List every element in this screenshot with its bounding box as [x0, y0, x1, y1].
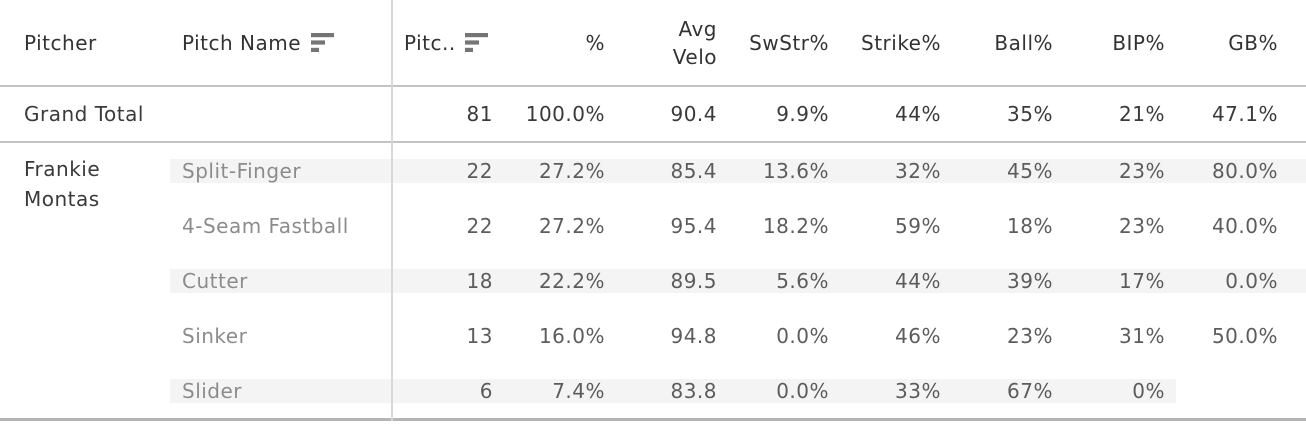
table-row-cutter: Cutter 18 22.2% 89.5 5.6% 44% 39% 17% 0.…	[0, 253, 1306, 308]
pct-cell[interactable]: 16.0%	[538, 323, 605, 348]
pct-cell[interactable]: 22.2%	[504, 268, 616, 293]
swstr-cell[interactable]: 0.0%	[728, 378, 840, 403]
pitcher-name-line1: Frankie	[24, 157, 101, 181]
ball-cell[interactable]: 45%	[952, 158, 1064, 183]
column-divider	[391, 0, 393, 421]
ball-cell[interactable]: 18%	[1007, 213, 1053, 238]
column-header-swstr[interactable]: SwStr%	[749, 30, 829, 55]
column-header-bip[interactable]: BIP%	[1112, 30, 1165, 55]
column-header-pct[interactable]: %	[585, 30, 605, 55]
pitch-name-cell[interactable]: Split-Finger	[170, 158, 392, 183]
grand-total-strike-cell[interactable]: 44%	[895, 102, 941, 126]
ball-cell[interactable]: 39%	[952, 268, 1064, 293]
pitch-name-cell[interactable]: Sinker	[182, 323, 248, 348]
pitcher-group-frankie-montas: Frankie Montas Split-Finger 22 27.2% 85.…	[0, 143, 1306, 421]
table-row-4-seam-fastball: 4-Seam Fastball 22 27.2% 95.4 18.2% 59% …	[0, 198, 1306, 253]
grand-total-pitches-cell[interactable]: 81	[466, 102, 493, 126]
pitches-cell[interactable]: 6	[392, 378, 504, 403]
column-header-avg-velo[interactable]: Avg Velo	[616, 15, 728, 71]
pitch-summary-table: Pitcher Pitch Name Pitc.. % Avg Velo SwS…	[0, 0, 1306, 421]
pitches-cell[interactable]: 22	[466, 213, 493, 238]
bip-cell[interactable]: 31%	[1119, 323, 1165, 348]
bip-cell[interactable]: 23%	[1064, 158, 1176, 183]
strike-cell[interactable]: 33%	[840, 378, 952, 403]
bip-cell[interactable]: 23%	[1119, 213, 1165, 238]
pitch-name-cell[interactable]: Cutter	[170, 268, 392, 293]
gb-cell[interactable]: 0.0%	[1176, 268, 1306, 293]
strike-cell[interactable]: 46%	[895, 323, 941, 348]
avg-velo-cell[interactable]: 85.4	[616, 158, 728, 183]
strike-cell[interactable]: 59%	[895, 213, 941, 238]
ball-cell[interactable]: 67%	[952, 378, 1064, 403]
avg-velo-cell[interactable]: 83.8	[616, 378, 728, 403]
header-row: Pitcher Pitch Name Pitc.. % Avg Velo SwS…	[0, 0, 1306, 87]
pitch-name-cell[interactable]: 4-Seam Fastball	[182, 213, 349, 238]
grand-total-swstr-cell[interactable]: 9.9%	[776, 102, 829, 126]
column-header-avg-velo-line1: Avg	[678, 16, 717, 41]
pitches-cell[interactable]: 18	[392, 268, 504, 293]
grand-total-avg-velo-cell[interactable]: 90.4	[670, 102, 717, 126]
avg-velo-cell[interactable]: 95.4	[670, 213, 717, 238]
column-header-avg-velo-line2: Velo	[672, 44, 717, 69]
pitch-name-cell[interactable]: Slider	[170, 378, 392, 403]
ball-cell[interactable]: 23%	[1007, 323, 1053, 348]
bip-cell[interactable]: 17%	[1064, 268, 1176, 293]
column-header-ball[interactable]: Ball%	[994, 30, 1053, 55]
table-row-slider: Slider 6 7.4% 83.8 0.0% 33% 67% 0%	[0, 363, 1306, 418]
sort-descending-icon[interactable]	[311, 33, 335, 52]
swstr-cell[interactable]: 13.6%	[728, 158, 840, 183]
gb-cell[interactable]: 50.0%	[1211, 323, 1278, 348]
swstr-cell[interactable]: 0.0%	[776, 323, 829, 348]
avg-velo-cell[interactable]: 94.8	[670, 323, 717, 348]
pitcher-name-line2: Montas	[24, 187, 100, 211]
column-header-pitch-name[interactable]: Pitch Name	[170, 31, 392, 55]
sort-descending-icon[interactable]	[464, 33, 488, 52]
grand-total-label[interactable]: Grand Total	[24, 102, 144, 126]
strike-cell[interactable]: 32%	[840, 158, 952, 183]
grand-total-gb-cell[interactable]: 47.1%	[1211, 102, 1278, 126]
column-header-pitcher[interactable]: Pitcher	[24, 30, 97, 55]
grand-total-row: Grand Total 81 100.0% 90.4 9.9% 44% 35% …	[0, 87, 1306, 143]
grand-total-ball-cell[interactable]: 35%	[1007, 102, 1053, 126]
pct-cell[interactable]: 7.4%	[504, 378, 616, 403]
gb-cell[interactable]: 80.0%	[1176, 158, 1306, 183]
pitcher-name[interactable]: Frankie Montas	[24, 154, 100, 214]
column-header-pitches-label: Pitc..	[404, 30, 456, 55]
avg-velo-cell[interactable]: 89.5	[616, 268, 728, 293]
gb-cell[interactable]: 40.0%	[1211, 213, 1278, 238]
column-header-pitch-name-label: Pitch Name	[182, 30, 302, 55]
pitches-cell[interactable]: 13	[466, 323, 493, 348]
swstr-cell[interactable]: 5.6%	[728, 268, 840, 293]
grand-total-pct-cell[interactable]: 100.0%	[525, 102, 605, 126]
swstr-cell[interactable]: 18.2%	[762, 213, 829, 238]
strike-cell[interactable]: 44%	[840, 268, 952, 293]
pct-cell[interactable]: 27.2%	[538, 213, 605, 238]
table-row-sinker: Sinker 13 16.0% 94.8 0.0% 46% 23% 31% 50…	[0, 308, 1306, 363]
pct-cell[interactable]: 27.2%	[504, 158, 616, 183]
bip-cell[interactable]: 0%	[1064, 378, 1176, 403]
grand-total-bip-cell[interactable]: 21%	[1119, 102, 1165, 126]
column-header-strike[interactable]: Strike%	[861, 30, 941, 55]
table-row-split-finger: Split-Finger 22 27.2% 85.4 13.6% 32% 45%…	[0, 143, 1306, 198]
column-header-gb[interactable]: GB%	[1228, 30, 1278, 55]
pitches-cell[interactable]: 22	[392, 158, 504, 183]
column-header-pitches[interactable]: Pitc..	[392, 31, 504, 55]
